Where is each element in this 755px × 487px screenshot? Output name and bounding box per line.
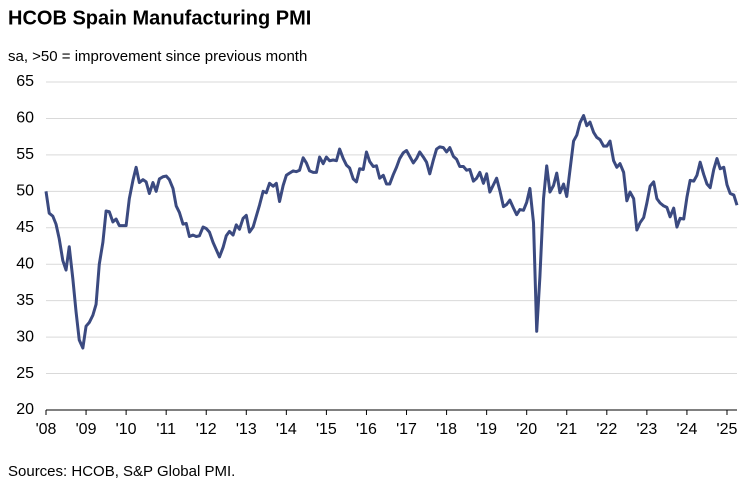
y-tick-label: 45 <box>16 219 34 236</box>
y-tick-label: 50 <box>16 183 34 200</box>
x-tick-label: '15 <box>316 421 337 438</box>
x-tick-label: '22 <box>596 421 617 438</box>
x-tick-label: '10 <box>116 421 137 438</box>
y-tick-label: 55 <box>16 146 34 163</box>
y-tick-label: 20 <box>16 401 34 418</box>
source-note: Sources: HCOB, S&P Global PMI. <box>8 463 235 480</box>
x-tick-label: '19 <box>476 421 497 438</box>
x-tick-label: '18 <box>436 421 457 438</box>
x-tick-label: '12 <box>196 421 217 438</box>
x-tick-label: '17 <box>396 421 417 438</box>
y-tick-label: 35 <box>16 292 34 309</box>
x-tick-label: '08 <box>36 421 57 438</box>
y-tick-label: 30 <box>16 328 34 345</box>
y-tick-label: 60 <box>16 110 34 127</box>
x-tick-label: '24 <box>676 421 697 438</box>
x-tick-label: '21 <box>556 421 577 438</box>
chart-subtitle: sa, >50 = improvement since previous mon… <box>8 48 307 65</box>
x-tick-label: '09 <box>76 421 97 438</box>
x-tick-label: '11 <box>156 421 176 438</box>
x-tick-label: '16 <box>356 421 377 438</box>
pmi-line <box>44 114 739 350</box>
x-tick-label: '25 <box>717 421 738 438</box>
x-tick-label: '13 <box>236 421 257 438</box>
x-tick-label: '23 <box>636 421 657 438</box>
x-tick-label: '14 <box>276 421 297 438</box>
chart-title: HCOB Spain Manufacturing PMI <box>8 7 311 29</box>
y-tick-label: 25 <box>16 365 34 382</box>
x-tick-label: '20 <box>516 421 537 438</box>
y-tick-label: 65 <box>16 73 34 90</box>
y-tick-label: 40 <box>16 255 34 272</box>
